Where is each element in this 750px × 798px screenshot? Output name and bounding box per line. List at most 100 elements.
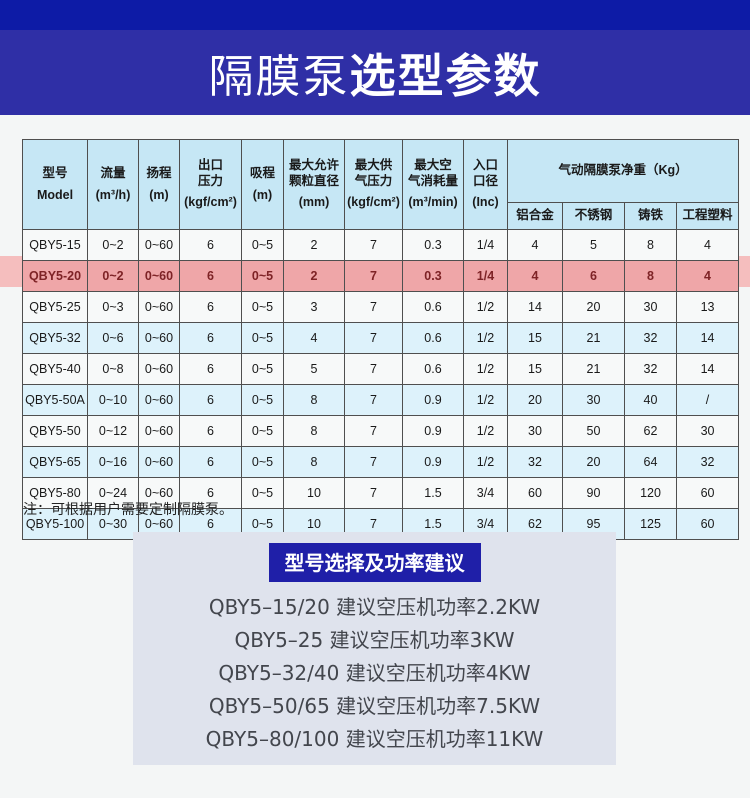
cell-outlet-pressure: 6	[179, 384, 242, 416]
table-row: QBY5-80 0~24 0~60 6 0~5 10 7 1.5 3/4 60 90 120 60	[22, 477, 740, 509]
cell-aluminum: 15	[507, 322, 563, 354]
table-header-row-sub: 铝合金 不锈钢 铸铁 工程塑料	[23, 202, 740, 230]
col-header-particle-cn1: 最大允许	[288, 158, 339, 173]
cell-suction: 0~5	[241, 291, 284, 323]
cell-plastic: 4	[675, 229, 740, 261]
col-header-head-cn: 扬程	[146, 165, 172, 180]
recommendation-line: QBY5–15/20 建议空压机功率2.2KW	[208, 595, 541, 619]
cell-particle: 10	[283, 477, 345, 509]
cell-head: 0~60	[138, 415, 180, 447]
cell-plastic: 14	[675, 322, 740, 354]
cell-head: 0~60	[138, 384, 180, 416]
col-header-suction-cn: 吸程	[249, 165, 275, 180]
recommendation-line: QBY5–32/40 建议空压机功率4KW	[218, 661, 531, 685]
cell-particle: 2	[283, 260, 345, 292]
cell-model: QBY5-15	[22, 229, 88, 261]
cell-plastic: 30	[675, 415, 740, 447]
cell-model: QBY5-25	[22, 291, 88, 323]
cell-outlet-pressure: 6	[179, 322, 242, 354]
cell-particle: 4	[283, 322, 345, 354]
col-header-air-pressure: 最大供 气压力 (kgf/cm²)	[344, 139, 403, 230]
cell-plastic: 13	[675, 291, 740, 323]
cell-head: 0~60	[138, 446, 180, 478]
col-header-suction-unit: (m)	[252, 187, 273, 202]
cell-air-pressure: 7	[344, 353, 403, 385]
cell-cast-iron: 125	[624, 508, 677, 540]
col-header-cast-iron: 铸铁	[624, 202, 677, 230]
cell-cast-iron: 120	[624, 477, 677, 509]
page-title-bold: 选型参数	[349, 48, 542, 103]
recommendation-line: QBY5–50/65 建议空压机功率7.5KW	[208, 694, 541, 718]
cell-head: 0~60	[138, 229, 180, 261]
spec-table: 型号 Model 流量 (m³/h) 扬程 (m) 出口 压力 (kgf/cm²…	[22, 139, 740, 540]
spec-table-head: 型号 Model 流量 (m³/h) 扬程 (m) 出口 压力 (kgf/cm²…	[22, 139, 740, 230]
cell-model: QBY5-50	[22, 415, 88, 447]
cell-cast-iron: 30	[624, 291, 677, 323]
cell-air-consumption: 0.9	[402, 446, 464, 478]
table-row: QBY5-50A 0~10 0~60 6 0~5 8 7 0.9 1/2 20 30 40/	[22, 384, 740, 416]
cell-flow: 0~8	[87, 353, 139, 385]
cell-model: QBY5-20	[22, 260, 88, 292]
cell-inlet: 1/2	[463, 446, 508, 478]
cell-air-consumption: 0.3	[402, 229, 464, 261]
recommendation-lines: QBY5–15/20 建议空压机功率2.2KW QBY5–25 建议空压机功率3K…	[133, 591, 616, 756]
cell-model: QBY5-50A	[22, 384, 88, 416]
table-row: QBY5-25 0~3 0~60 6 0~5 3 7 0.6 1/2 14 20 30 13	[22, 291, 740, 323]
cell-head: 0~60	[138, 291, 180, 323]
cell-aluminum: 20	[507, 384, 563, 416]
col-header-air-consumption-cn1: 最大空	[414, 158, 452, 173]
cell-flow: 0~30	[87, 508, 139, 540]
cell-model: QBY5-40	[22, 353, 88, 385]
cell-particle: 2	[283, 229, 345, 261]
cell-stainless: 21	[562, 353, 625, 385]
cell-flow: 0~3	[87, 291, 139, 323]
table-row: QBY5-40 0~8 0~60 6 0~5 5 7 0.6 1/2 15 21 32 14	[22, 353, 740, 385]
cell-aluminum: 15	[507, 353, 563, 385]
col-header-outlet-pressure: 出口 压力 (kgf/cm²)	[179, 139, 242, 230]
col-header-aluminum: 铝合金	[507, 202, 563, 230]
spec-table-container: 型号 Model 流量 (m³/h) 扬程 (m) 出口 压力 (kgf/cm²…	[22, 139, 740, 540]
cell-air-consumption: 1.5	[402, 477, 464, 509]
table-header-row-main: 型号 Model 流量 (m³/h) 扬程 (m) 出口 压力 (kgf/cm²…	[22, 139, 740, 230]
cell-stainless: 30	[562, 384, 625, 416]
cell-suction: 0~5	[241, 322, 284, 354]
header-banner-lower-band	[0, 30, 750, 115]
col-header-stainless: 不锈钢	[562, 202, 625, 230]
table-row: QBY5-15 0~2 0~60 6 0~5 2 7 0.3 1/4 4 5 8 4	[22, 229, 740, 261]
cell-air-pressure: 7	[344, 415, 403, 447]
col-header-air-pressure-unit: (kgf/cm²)	[347, 195, 400, 210]
cell-stainless: 6	[562, 260, 625, 292]
cell-air-pressure: 7	[344, 384, 403, 416]
col-header-flow: 流量 (m³/h)	[87, 139, 139, 230]
cell-flow: 0~2	[87, 260, 139, 292]
col-header-flow-cn: 流量	[100, 165, 126, 180]
cell-head: 0~60	[138, 353, 180, 385]
cell-aluminum: 32	[507, 446, 563, 478]
cell-plastic: 4	[675, 260, 740, 292]
recommendation-line: QBY5–25 建议空压机功率3KW	[234, 628, 515, 652]
spec-table-body: QBY5-15 0~2 0~60 6 0~5 2 7 0.3 1/4 4 5 8 4 QBY5-20 0~2…	[22, 229, 740, 540]
cell-suction: 0~5	[241, 477, 284, 509]
cell-flow: 0~16	[87, 446, 139, 478]
col-header-inlet-unit: (Inc)	[472, 195, 499, 210]
cell-cast-iron: 32	[624, 353, 677, 385]
cell-inlet: 3/4	[463, 477, 508, 509]
cell-inlet: 1/2	[463, 322, 508, 354]
recommendation-panel: 型号选择及功率建议 QBY5–15/20 建议空压机功率2.2KW QBY5–25…	[133, 532, 616, 765]
cell-head: 0~60	[138, 322, 180, 354]
cell-flow: 0~10	[87, 384, 139, 416]
cell-air-pressure: 7	[344, 477, 403, 509]
cell-air-consumption: 0.3	[402, 260, 464, 292]
cell-outlet-pressure: 6	[179, 229, 242, 261]
cell-inlet: 1/2	[463, 291, 508, 323]
cell-inlet: 1/4	[463, 229, 508, 261]
cell-particle: 8	[283, 415, 345, 447]
cell-cast-iron: 62	[624, 415, 677, 447]
cell-particle: 5	[283, 353, 345, 385]
table-row: QBY5-65 0~16 0~60 6 0~5 8 7 0.9 1/2 32 20 64 32	[22, 446, 740, 478]
col-header-inlet-cn1: 入口	[472, 158, 498, 173]
cell-air-pressure: 7	[344, 260, 403, 292]
cell-particle: 3	[283, 291, 345, 323]
highlight-bleed-left	[0, 256, 22, 287]
cell-outlet-pressure: 6	[179, 415, 242, 447]
